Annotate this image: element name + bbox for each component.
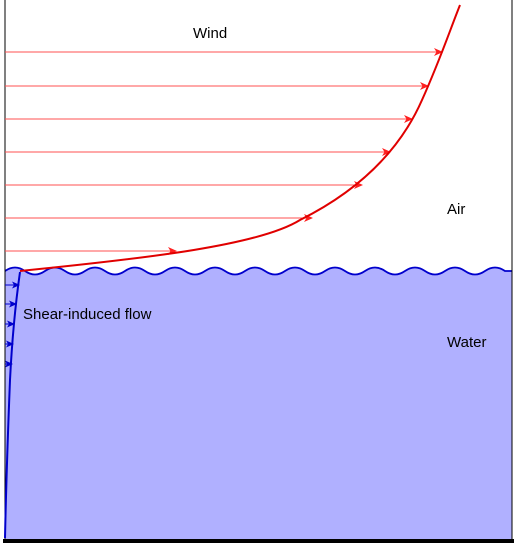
water-surface-wave	[4, 266, 512, 276]
wind-velocity-arrows	[5, 48, 443, 255]
water-label: Water	[447, 334, 486, 351]
water-profile-curve	[4, 271, 21, 539]
wind-label: Wind	[193, 25, 227, 42]
shear-flow-label: Shear-induced flow	[23, 306, 152, 323]
wind-profile-curve	[19, 4, 461, 272]
air-label: Air	[447, 201, 465, 218]
water-region	[5, 267, 512, 540]
